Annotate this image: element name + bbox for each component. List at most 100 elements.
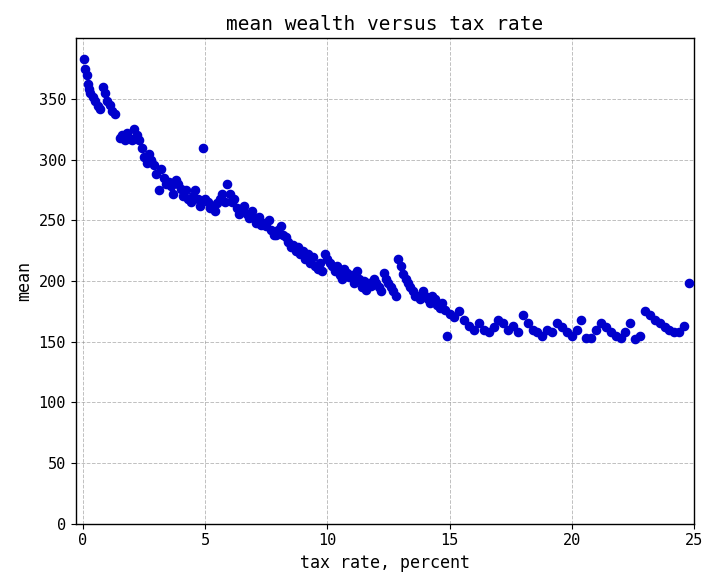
Point: [202, 197, 213, 207]
Point: [517, 311, 528, 320]
Point: [320, 249, 331, 259]
Point: [185, 197, 196, 207]
Point: [302, 249, 314, 259]
Point: [312, 264, 323, 274]
Point: [324, 258, 335, 268]
Point: [258, 218, 269, 228]
Point: [498, 319, 509, 328]
Point: [224, 189, 236, 198]
Point: [668, 328, 680, 337]
Point: [442, 331, 453, 340]
Point: [139, 153, 150, 162]
Point: [390, 291, 401, 301]
Point: [167, 189, 179, 198]
Point: [314, 258, 326, 268]
Point: [483, 328, 495, 337]
Point: [336, 274, 348, 284]
Point: [512, 328, 523, 337]
Point: [94, 104, 106, 113]
Point: [322, 255, 333, 264]
Point: [463, 321, 475, 330]
Point: [370, 279, 382, 288]
Point: [673, 328, 685, 337]
Point: [595, 319, 607, 328]
Point: [356, 282, 368, 292]
Point: [246, 206, 257, 215]
Point: [131, 131, 142, 140]
Point: [102, 97, 113, 106]
Point: [97, 82, 108, 92]
Point: [365, 281, 377, 291]
Point: [129, 124, 140, 134]
Point: [376, 286, 387, 295]
Point: [566, 331, 577, 340]
Point: [297, 246, 309, 255]
Point: [522, 319, 533, 328]
Point: [527, 325, 538, 334]
Point: [85, 88, 96, 97]
Point: [556, 322, 568, 332]
Point: [663, 325, 675, 334]
Point: [437, 298, 448, 308]
Point: [395, 262, 406, 271]
Point: [590, 325, 602, 334]
Point: [146, 155, 157, 164]
Point: [309, 262, 321, 271]
Point: [177, 191, 189, 201]
Point: [200, 194, 211, 203]
Point: [400, 274, 411, 284]
Point: [421, 295, 433, 304]
Point: [684, 279, 695, 288]
Point: [317, 266, 328, 276]
Point: [263, 215, 274, 225]
Point: [429, 295, 441, 304]
Point: [253, 212, 265, 221]
Point: [360, 285, 372, 294]
Point: [659, 322, 671, 332]
Point: [148, 160, 159, 169]
Point: [402, 279, 414, 288]
Point: [625, 319, 636, 328]
Point: [256, 221, 267, 230]
Point: [546, 328, 558, 337]
Point: [141, 158, 152, 168]
Point: [99, 88, 111, 97]
Point: [197, 143, 208, 152]
Point: [212, 198, 223, 208]
Point: [226, 197, 238, 207]
Point: [610, 331, 621, 340]
Point: [405, 282, 416, 292]
Point: [248, 213, 260, 222]
Point: [541, 325, 553, 334]
Point: [348, 279, 360, 288]
Point: [136, 143, 147, 152]
Point: [412, 291, 424, 301]
Point: [280, 232, 292, 242]
Point: [409, 291, 421, 301]
Point: [87, 92, 98, 102]
Point: [170, 176, 182, 185]
Point: [172, 179, 184, 188]
Point: [615, 333, 626, 343]
Point: [536, 331, 548, 340]
Point: [82, 80, 93, 89]
Point: [180, 185, 192, 195]
Point: [426, 291, 438, 301]
Point: [649, 315, 661, 325]
Point: [292, 242, 304, 252]
Point: [385, 282, 396, 292]
Point: [175, 184, 187, 194]
Point: [454, 306, 465, 316]
Point: [299, 255, 311, 264]
Title: mean wealth versus tax rate: mean wealth versus tax rate: [226, 15, 544, 34]
Point: [160, 179, 172, 188]
Point: [143, 149, 154, 158]
Point: [417, 286, 429, 295]
Point: [388, 286, 399, 295]
Point: [344, 273, 355, 282]
Point: [327, 262, 338, 271]
Point: [351, 266, 363, 276]
Point: [158, 173, 169, 183]
Point: [282, 238, 294, 247]
Point: [571, 325, 582, 334]
